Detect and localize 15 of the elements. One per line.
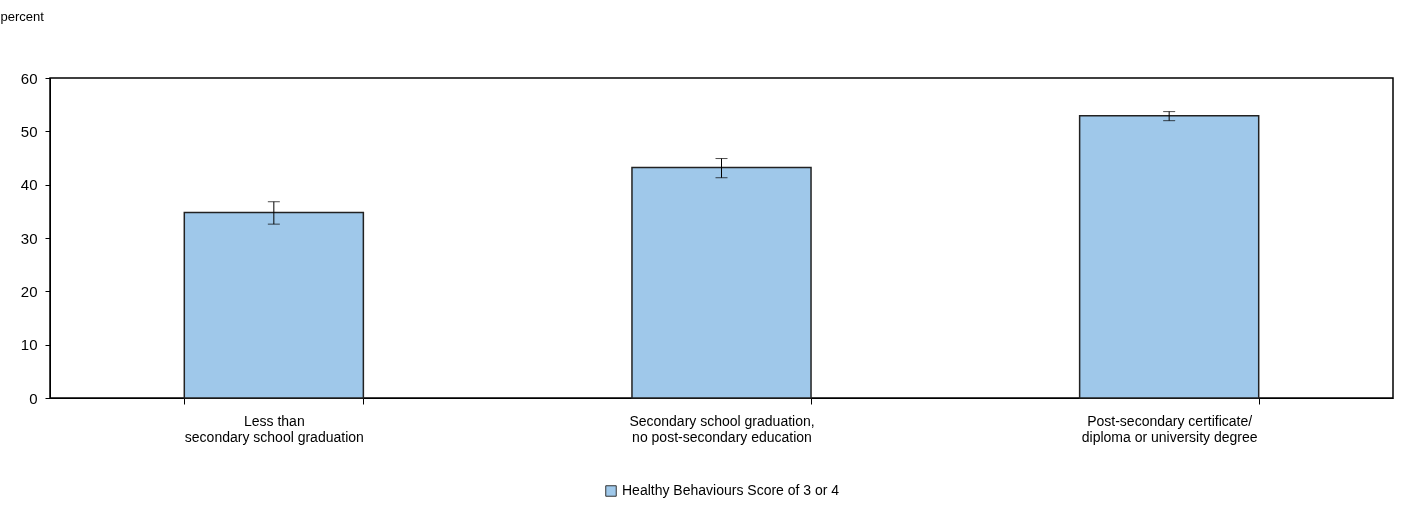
y-tick-label: 20 (20, 282, 38, 300)
y-tick-label: 50 (20, 122, 38, 140)
y-tick-label: 30 (20, 229, 38, 247)
y-tick-label: 0 (29, 389, 38, 407)
legend-label: Healthy Behaviours Score of 3 or 4 (622, 482, 840, 498)
y-tick-label: 10 (20, 336, 38, 354)
y-tick-label: 40 (20, 176, 38, 194)
x-tick-label: Secondary school graduation, no post-secondary education (629, 412, 815, 445)
y-tick-label: 60 (20, 69, 38, 87)
bar (631, 166, 812, 399)
y-axis-title: percent (0, 8, 45, 24)
bar (1078, 115, 1260, 399)
x-tick-label: Post-secondary certificate/ diploma or university degree (1081, 412, 1258, 445)
x-tick-label: Less than secondary school graduation (184, 412, 364, 445)
bar (183, 211, 365, 399)
